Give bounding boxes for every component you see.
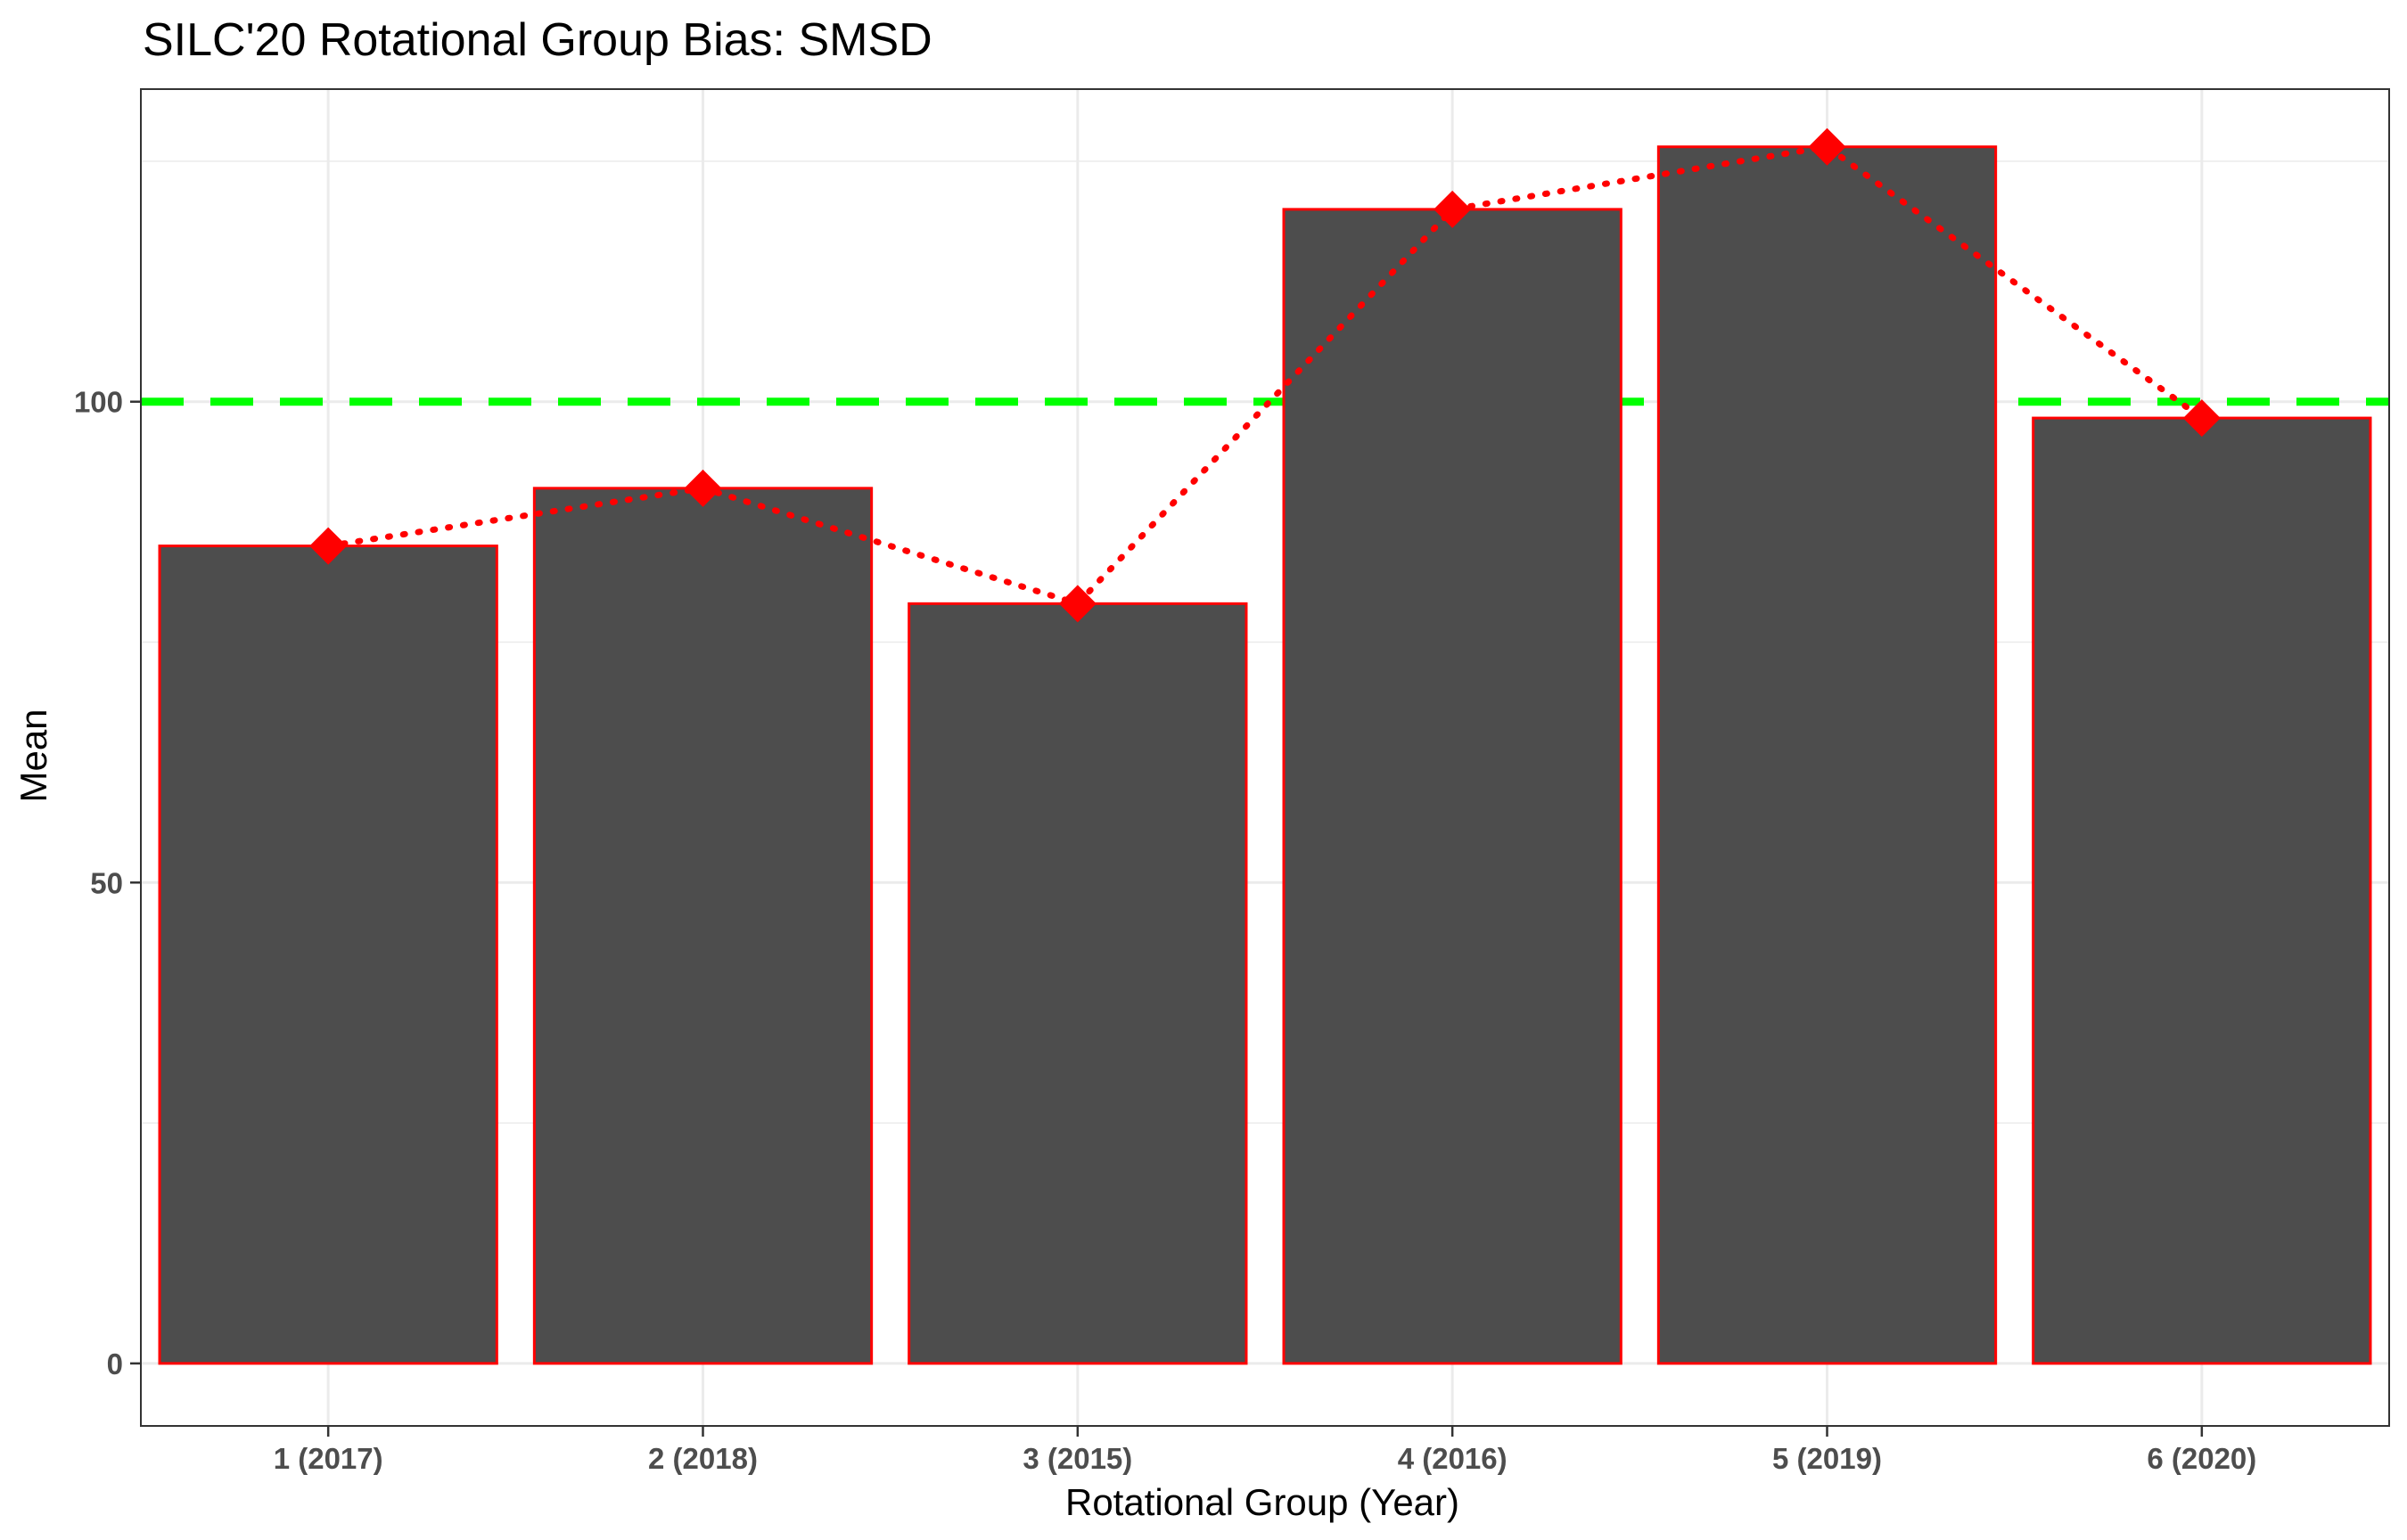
data-point-marker — [2182, 399, 2221, 438]
x-tick-label: 5 (2019) — [1772, 1442, 1882, 1475]
data-point-marker — [1808, 127, 1846, 166]
bar — [1282, 208, 1622, 1365]
y-axis-title: Mean — [12, 709, 54, 802]
x-axis-title: Rotational Group (Year) — [1065, 1481, 1459, 1523]
data-point-marker — [309, 527, 348, 565]
data-point-marker — [1058, 585, 1097, 623]
bar — [2032, 416, 2372, 1365]
bar — [1656, 145, 1998, 1365]
bars — [158, 145, 2372, 1365]
x-tick-label: 2 (2018) — [648, 1442, 758, 1475]
data-point-marker — [684, 469, 722, 507]
y-axis: 0 50 100 — [74, 386, 141, 1380]
chart-title: SILC'20 Rotational Group Bias: SMSD — [143, 14, 932, 66]
bar — [908, 602, 1248, 1365]
data-point-marker — [1434, 190, 1472, 228]
x-tick-label: 6 (2020) — [2147, 1442, 2256, 1475]
panel-border — [140, 88, 2390, 1427]
x-axis: 1 (2017) 2 (2018) 3 (2015) 4 (2016) 5 (2019)… — [274, 1426, 2256, 1475]
x-tick-label: 4 (2016) — [1398, 1442, 1507, 1475]
y-tick-label: 0 — [107, 1348, 123, 1380]
overlay-line-layer — [324, 143, 2206, 608]
x-tick-label: 1 (2017) — [274, 1442, 383, 1475]
y-tick-label: 50 — [90, 866, 123, 899]
markers — [309, 127, 2221, 623]
bar — [532, 487, 874, 1365]
bar — [158, 545, 498, 1365]
overlay-line — [324, 143, 2206, 608]
y-tick-label: 100 — [74, 386, 123, 419]
x-tick-label: 3 (2015) — [1023, 1442, 1132, 1475]
